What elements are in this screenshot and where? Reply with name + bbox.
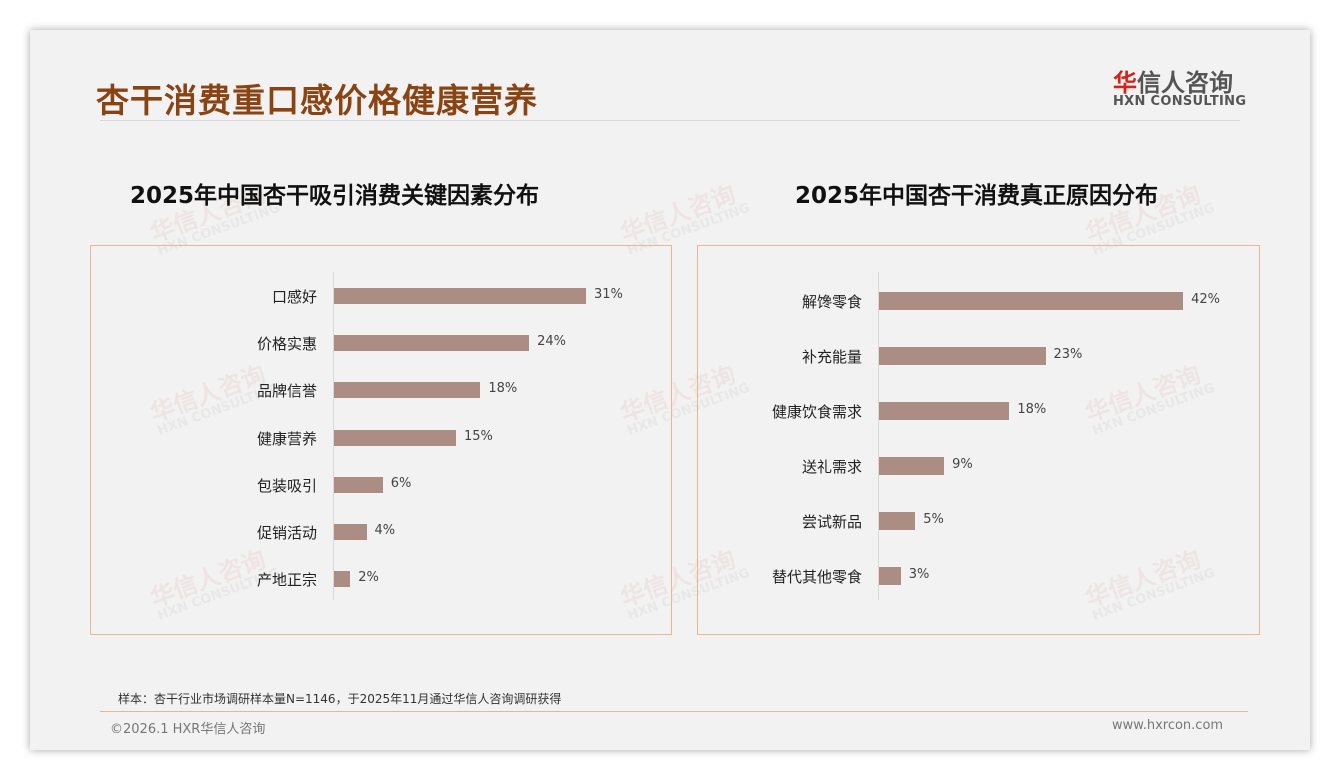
chart-title-right: 2025年中国杏干消费真正原因分布 xyxy=(795,183,1159,209)
website-link[interactable]: www.hxrcon.com xyxy=(1112,718,1224,733)
bar xyxy=(879,567,901,585)
category-label: 补充能量 xyxy=(801,348,862,366)
category-label: 健康营养 xyxy=(256,429,317,448)
category-label: 产地正宗 xyxy=(256,571,317,590)
data-label: 18% xyxy=(1017,402,1047,417)
sample-note: 样本：杏干行业市场调研样本量N=1146，于2025年11月通过华信人咨询调研获… xyxy=(118,692,562,706)
data-label: 18% xyxy=(488,381,518,397)
category-label: 健康饮食需求 xyxy=(771,403,862,421)
bar xyxy=(334,335,530,352)
slide: 杏干消费重口感价格健康营养 华信人咨询 HXN CONSULTING 华信人咨询… xyxy=(30,30,1310,750)
bar xyxy=(334,288,587,304)
chart-panel-left xyxy=(90,245,672,635)
data-label: 3% xyxy=(908,567,930,582)
logo-text: 信人咨询 xyxy=(1137,69,1233,97)
bar xyxy=(334,524,367,540)
bar xyxy=(879,402,1010,420)
y-axis-line xyxy=(333,272,334,600)
category-label: 口感好 xyxy=(271,288,317,306)
data-label: 9% xyxy=(952,457,973,472)
data-label: 42% xyxy=(1191,292,1220,307)
data-label: 23% xyxy=(1053,347,1083,362)
bar xyxy=(879,292,1184,310)
logo-mark: 华 xyxy=(1113,69,1137,97)
data-label: 4% xyxy=(374,523,396,538)
bar xyxy=(879,457,945,475)
category-label: 解馋零食 xyxy=(801,293,862,311)
category-label: 送礼需求 xyxy=(801,458,862,476)
category-label: 促销活动 xyxy=(256,524,317,542)
bar xyxy=(334,429,456,446)
page-title: 杏干消费重口感价格健康营养 xyxy=(96,81,538,120)
data-label: 24% xyxy=(537,334,567,350)
y-axis-line xyxy=(878,272,879,600)
category-label: 价格实惠 xyxy=(256,335,317,354)
category-label: 替代其他零食 xyxy=(771,568,862,586)
data-label: 15% xyxy=(463,428,493,444)
data-label: 2% xyxy=(358,570,379,586)
logo: 华信人咨询 xyxy=(1113,63,1233,98)
data-label: 31% xyxy=(594,287,623,302)
bar xyxy=(334,382,481,399)
footer-divider xyxy=(100,711,1248,712)
data-label: 6% xyxy=(390,475,412,491)
category-label: 品牌信誉 xyxy=(256,382,317,401)
logo-subtitle: HXN CONSULTING xyxy=(1113,94,1247,109)
chart-panel-right xyxy=(697,245,1260,635)
chart-title-left: 2025年中国杏干吸引消费关键因素分布 xyxy=(130,183,540,209)
title-divider xyxy=(100,120,1240,121)
bar xyxy=(879,512,916,530)
bar xyxy=(334,476,383,493)
copyright: ©2026.1 HXR华信人咨询 xyxy=(110,722,266,737)
category-label: 尝试新品 xyxy=(801,513,862,531)
category-label: 包装吸引 xyxy=(256,476,317,495)
data-label: 5% xyxy=(923,512,944,527)
bar xyxy=(334,571,351,588)
bar xyxy=(879,347,1046,365)
